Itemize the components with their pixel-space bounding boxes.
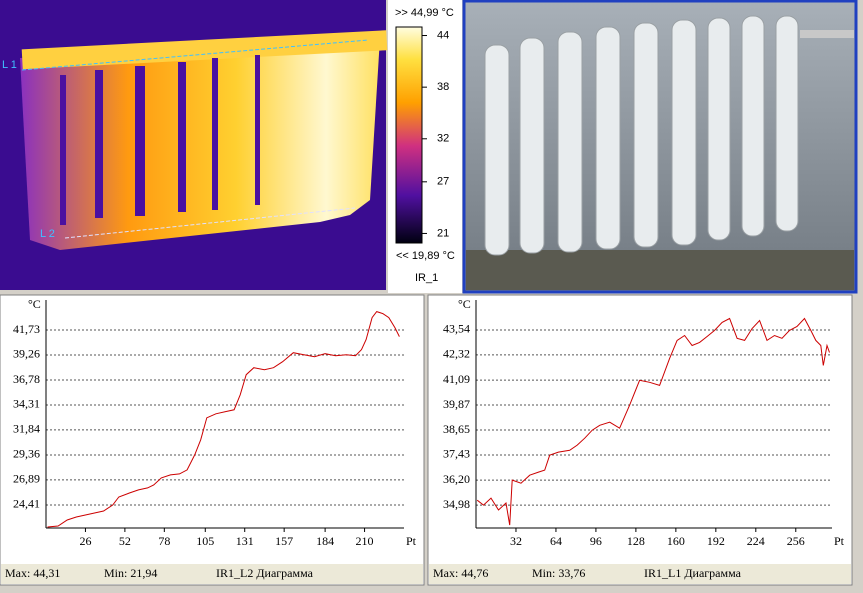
line-label: L 2 bbox=[40, 228, 55, 240]
photo bbox=[462, 0, 858, 294]
scale-min: << 19,89 °C bbox=[396, 250, 455, 262]
stat-max: Max: 44,76 bbox=[433, 566, 488, 580]
color-bar bbox=[395, 26, 423, 244]
x-tick-label: 26 bbox=[79, 534, 91, 548]
y-tick-label: 24,41 bbox=[13, 497, 40, 511]
x-unit: Pt bbox=[834, 534, 845, 548]
thermal-image: L 1 L 2 bbox=[0, 0, 388, 290]
y-unit: °C bbox=[28, 297, 41, 311]
chart-title: IR1_L2 Диаграмма bbox=[216, 566, 314, 580]
scale-tick-label: 32 bbox=[437, 133, 449, 145]
y-tick-label: 41,73 bbox=[13, 322, 40, 336]
y-tick-label: 37,43 bbox=[443, 447, 470, 461]
x-tick-label: 96 bbox=[590, 534, 602, 548]
line-label: L 1 bbox=[2, 59, 17, 71]
scale-tick-label: 38 bbox=[437, 81, 449, 93]
x-tick-label: 210 bbox=[356, 534, 374, 548]
x-tick-label: 105 bbox=[196, 534, 214, 548]
y-tick-label: 43,54 bbox=[443, 322, 470, 336]
image-name: IR_1 bbox=[415, 272, 438, 284]
data-line bbox=[476, 317, 830, 526]
y-tick-label: 39,87 bbox=[443, 397, 470, 411]
y-tick-label: 29,36 bbox=[13, 447, 40, 461]
x-tick-label: 32 bbox=[510, 534, 522, 548]
x-unit: Pt bbox=[406, 534, 417, 548]
x-tick-label: 192 bbox=[707, 534, 725, 548]
x-tick-label: 157 bbox=[275, 534, 293, 548]
y-tick-label: 34,31 bbox=[13, 397, 40, 411]
stat-min: Min: 33,76 bbox=[532, 566, 585, 580]
y-tick-label: 36,20 bbox=[443, 472, 470, 486]
y-tick-label: 42,32 bbox=[443, 347, 470, 361]
y-tick-label: 36,78 bbox=[13, 372, 40, 386]
stat-min: Min: 21,94 bbox=[104, 566, 157, 580]
x-tick-label: 128 bbox=[627, 534, 645, 548]
x-tick-label: 160 bbox=[667, 534, 685, 548]
scale-max: >> 44,99 °C bbox=[395, 7, 454, 19]
data-line bbox=[47, 311, 400, 528]
x-tick-label: 256 bbox=[787, 534, 805, 548]
x-tick-label: 52 bbox=[119, 534, 131, 548]
scale-tick-label: 44 bbox=[437, 29, 449, 41]
y-tick-label: 38,65 bbox=[443, 422, 470, 436]
stat-max: Max: 44,31 bbox=[5, 566, 60, 580]
scale-tick-label: 21 bbox=[437, 227, 449, 239]
x-tick-label: 64 bbox=[550, 534, 562, 548]
y-tick-label: 31,84 bbox=[13, 422, 40, 436]
y-tick-label: 26,89 bbox=[13, 472, 40, 486]
x-tick-label: 78 bbox=[158, 534, 170, 548]
y-tick-label: 34,98 bbox=[443, 497, 470, 511]
y-tick-label: 39,26 bbox=[13, 347, 40, 361]
chart-title: IR1_L1 Диаграмма bbox=[644, 566, 742, 580]
x-tick-label: 131 bbox=[236, 534, 254, 548]
y-unit: °C bbox=[458, 297, 471, 311]
x-tick-label: 224 bbox=[747, 534, 765, 548]
y-tick-label: 41,09 bbox=[443, 372, 470, 386]
x-tick-label: 184 bbox=[316, 534, 334, 548]
scale-tick-label: 27 bbox=[437, 176, 449, 188]
